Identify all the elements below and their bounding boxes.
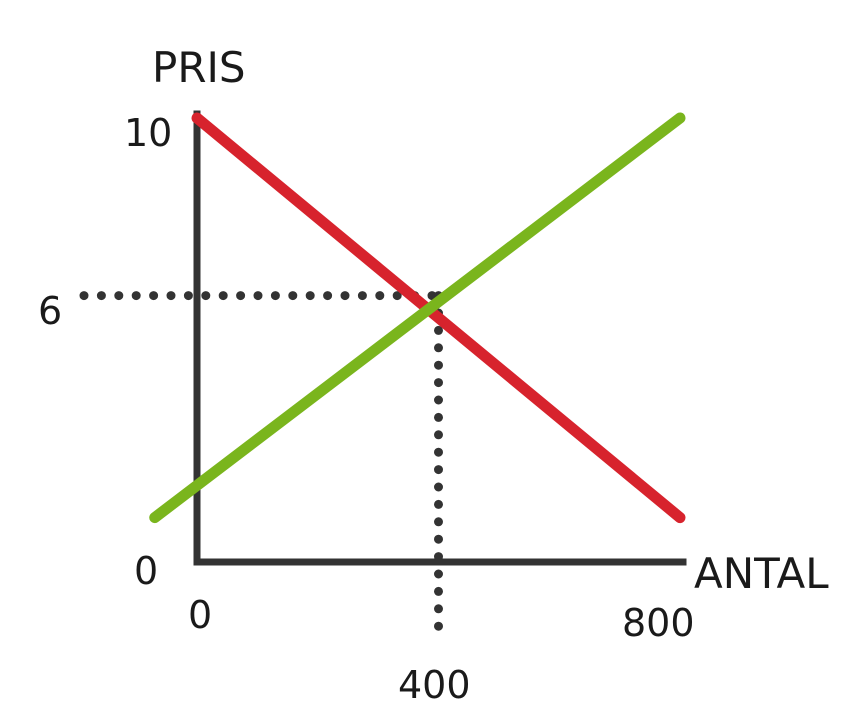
- x-tick-label-400: 400: [398, 663, 471, 707]
- y-axis-title: PRIS: [152, 43, 246, 92]
- x-tick-label-800: 800: [622, 601, 695, 645]
- y-tick-label-0: 0: [134, 549, 158, 593]
- series-layer: [149, 112, 686, 524]
- y-tick-label-10: 10: [124, 111, 172, 155]
- equilibrium-guides: [79, 291, 443, 645]
- y-tick-label-6: 6: [38, 289, 62, 333]
- x-tick-label-0: 0: [188, 593, 212, 637]
- x-axis-title: ANTAL: [694, 549, 829, 598]
- demand-line: [191, 112, 686, 524]
- supply-line: [149, 112, 686, 524]
